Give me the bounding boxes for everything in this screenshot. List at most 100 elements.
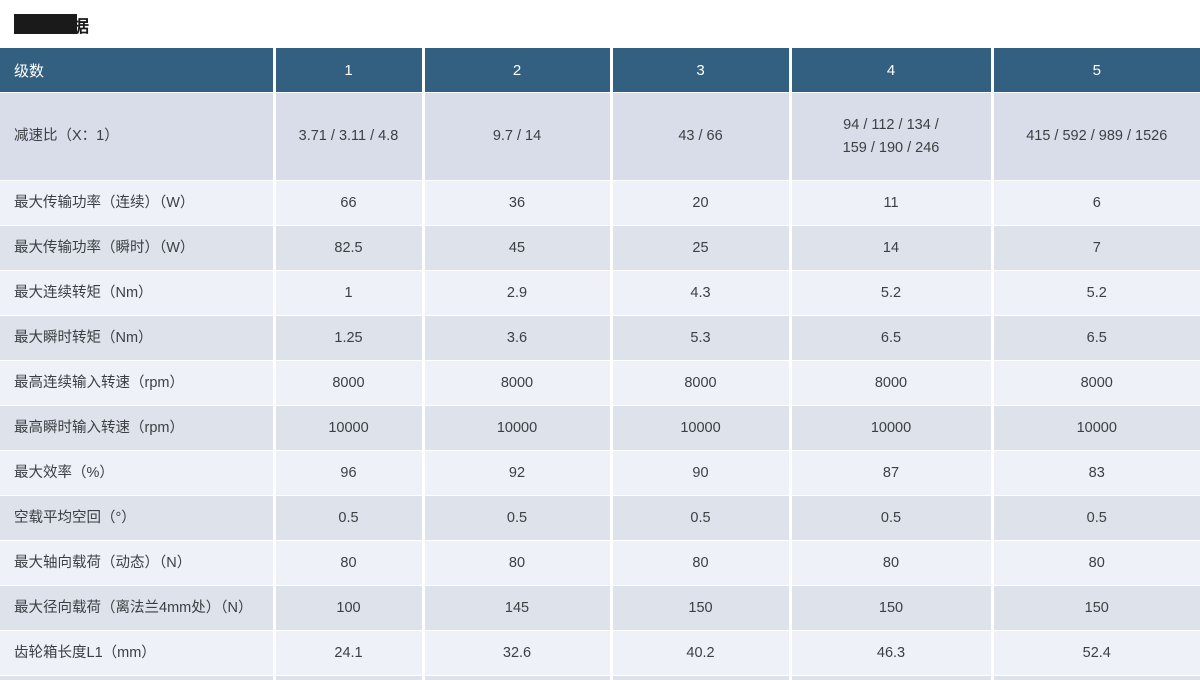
cell-value: 145 [421, 585, 611, 631]
table-row: 最大轴向载荷（动态）（N） 80 80 80 80 80 [0, 540, 1200, 586]
cell-value: 8000 [990, 360, 1200, 406]
cell-value: 0.5 [990, 495, 1200, 541]
cell-value: 80 [609, 540, 790, 586]
cell-value: 6 [990, 180, 1200, 226]
table-row: 空载平均空回（°） 0.5 0.5 0.5 0.5 0.5 [0, 495, 1200, 541]
header-col-3: 3 [609, 48, 790, 93]
table-header-row: 级数 1 2 3 4 5 [0, 48, 1200, 93]
cell-value: 3.71 / 3.11 / 4.8 [272, 92, 423, 181]
row-label: 最大效率（%） [0, 450, 274, 496]
table-row: 最大传输功率（瞬时）（W） 82.5 45 25 14 7 [0, 225, 1200, 271]
cell-value: 25 [609, 225, 790, 271]
row-label: 最大传输功率（瞬时）（W） [0, 225, 274, 271]
cell-value: 80 [788, 540, 992, 586]
cell-value: 80 [421, 540, 611, 586]
cell-value: 45 [421, 225, 611, 271]
cell-value: 24.1 [272, 630, 423, 676]
table-row: 最大瞬时转矩（Nm） 1.25 3.6 5.3 6.5 6.5 [0, 315, 1200, 361]
cell-value: 9.7 / 14 [421, 92, 611, 181]
row-label: 最大径向载荷（离法兰4mm处）（N） [0, 585, 274, 631]
cell-value: 8000 [788, 360, 992, 406]
cell-value: 4.3 [609, 270, 790, 316]
cell-value: 90 [609, 450, 790, 496]
table-row: 最大径向载荷（离法兰4mm处）（N） 100 145 150 150 150 [0, 585, 1200, 631]
row-label: 重量（G） [0, 675, 274, 680]
cell-value: 0.5 [788, 495, 992, 541]
cell-value: 7 [990, 225, 1200, 271]
cell-value: 10000 [788, 405, 992, 451]
cell-value: 2.9 [421, 270, 611, 316]
page-title-text: 据 [72, 16, 89, 36]
cell-value: 88 [788, 675, 992, 680]
cell-value: 76 [609, 675, 790, 680]
cell-value: 10000 [421, 405, 611, 451]
header-col-1: 1 [272, 48, 423, 93]
cell-value: 1 [272, 270, 423, 316]
row-label: 减速比（X：1） [0, 92, 274, 181]
row-label: 齿轮箱长度L1（mm） [0, 630, 274, 676]
cell-value: 43 / 66 [609, 92, 790, 181]
cell-value: 46.3 [788, 630, 992, 676]
page-title: 据 [0, 0, 1200, 48]
cell-value: 0.5 [609, 495, 790, 541]
cell-value: 8000 [421, 360, 611, 406]
row-label: 最高连续输入转速（rpm） [0, 360, 274, 406]
title-redaction-box [14, 14, 77, 34]
cell-value: 83 [990, 450, 1200, 496]
row-label: 最大轴向载荷（动态）（N） [0, 540, 274, 586]
cell-value: 5.3 [609, 315, 790, 361]
cell-value: 87 [788, 450, 992, 496]
cell-value: 0.5 [272, 495, 423, 541]
cell-value: 150 [990, 585, 1200, 631]
cell-value: 96 [272, 450, 423, 496]
cell-value: 92 [421, 450, 611, 496]
cell-value: 415 / 592 / 989 / 1526 [990, 92, 1200, 181]
table-row: 最大连续转矩（Nm） 1 2.9 4.3 5.2 5.2 [0, 270, 1200, 316]
cell-value: 20 [609, 180, 790, 226]
cell-value: 94 / 112 / 134 / 159 / 190 / 246 [788, 92, 992, 181]
cell-value: 5.2 [788, 270, 992, 316]
header-col-2: 2 [421, 48, 611, 93]
cell-value: 1.25 [272, 315, 423, 361]
cell-value: 11 [788, 180, 992, 226]
cell-value: 102 [990, 675, 1200, 680]
cell-value: 40.2 [609, 630, 790, 676]
cell-value: 6.5 [788, 315, 992, 361]
cell-value: 8000 [272, 360, 423, 406]
cell-value: 66 [272, 180, 423, 226]
cell-value: 5.2 [990, 270, 1200, 316]
table-row: 最高连续输入转速（rpm） 8000 8000 8000 8000 8000 [0, 360, 1200, 406]
cell-value: 63 [421, 675, 611, 680]
cell-value: 82.5 [272, 225, 423, 271]
cell-value: 150 [788, 585, 992, 631]
table-row: 重量（G） 68 63 76 88 102 [0, 675, 1200, 680]
table-row: 最高瞬时输入转速（rpm） 10000 10000 10000 10000 10… [0, 405, 1200, 451]
table-row: 最大效率（%） 96 92 90 87 83 [0, 450, 1200, 496]
cell-value: 10000 [609, 405, 790, 451]
cell-value: 80 [272, 540, 423, 586]
spec-table: 级数 1 2 3 4 5 减速比（X：1） 3.71 / 3.11 / 4.8 … [0, 48, 1200, 680]
cell-value: 52.4 [990, 630, 1200, 676]
header-col-5: 5 [990, 48, 1200, 93]
row-label: 最高瞬时输入转速（rpm） [0, 405, 274, 451]
cell-value: 68 [272, 675, 423, 680]
cell-value: 14 [788, 225, 992, 271]
cell-value: 8000 [609, 360, 790, 406]
header-col-4: 4 [788, 48, 992, 93]
cell-value: 3.6 [421, 315, 611, 361]
table-row: 减速比（X：1） 3.71 / 3.11 / 4.8 9.7 / 14 43 /… [0, 92, 1200, 181]
header-label: 级数 [0, 48, 274, 93]
cell-value: 6.5 [990, 315, 1200, 361]
cell-value: 80 [990, 540, 1200, 586]
table-row: 齿轮箱长度L1（mm） 24.1 32.6 40.2 46.3 52.4 [0, 630, 1200, 676]
row-label: 空载平均空回（°） [0, 495, 274, 541]
table-row: 最大传输功率（连续）（W） 66 36 20 11 6 [0, 180, 1200, 226]
cell-value: 100 [272, 585, 423, 631]
cell-value: 10000 [272, 405, 423, 451]
cell-value: 36 [421, 180, 611, 226]
cell-value: 150 [609, 585, 790, 631]
cell-value: 32.6 [421, 630, 611, 676]
row-label: 最大连续转矩（Nm） [0, 270, 274, 316]
cell-value: 0.5 [421, 495, 611, 541]
row-label: 最大传输功率（连续）（W） [0, 180, 274, 226]
